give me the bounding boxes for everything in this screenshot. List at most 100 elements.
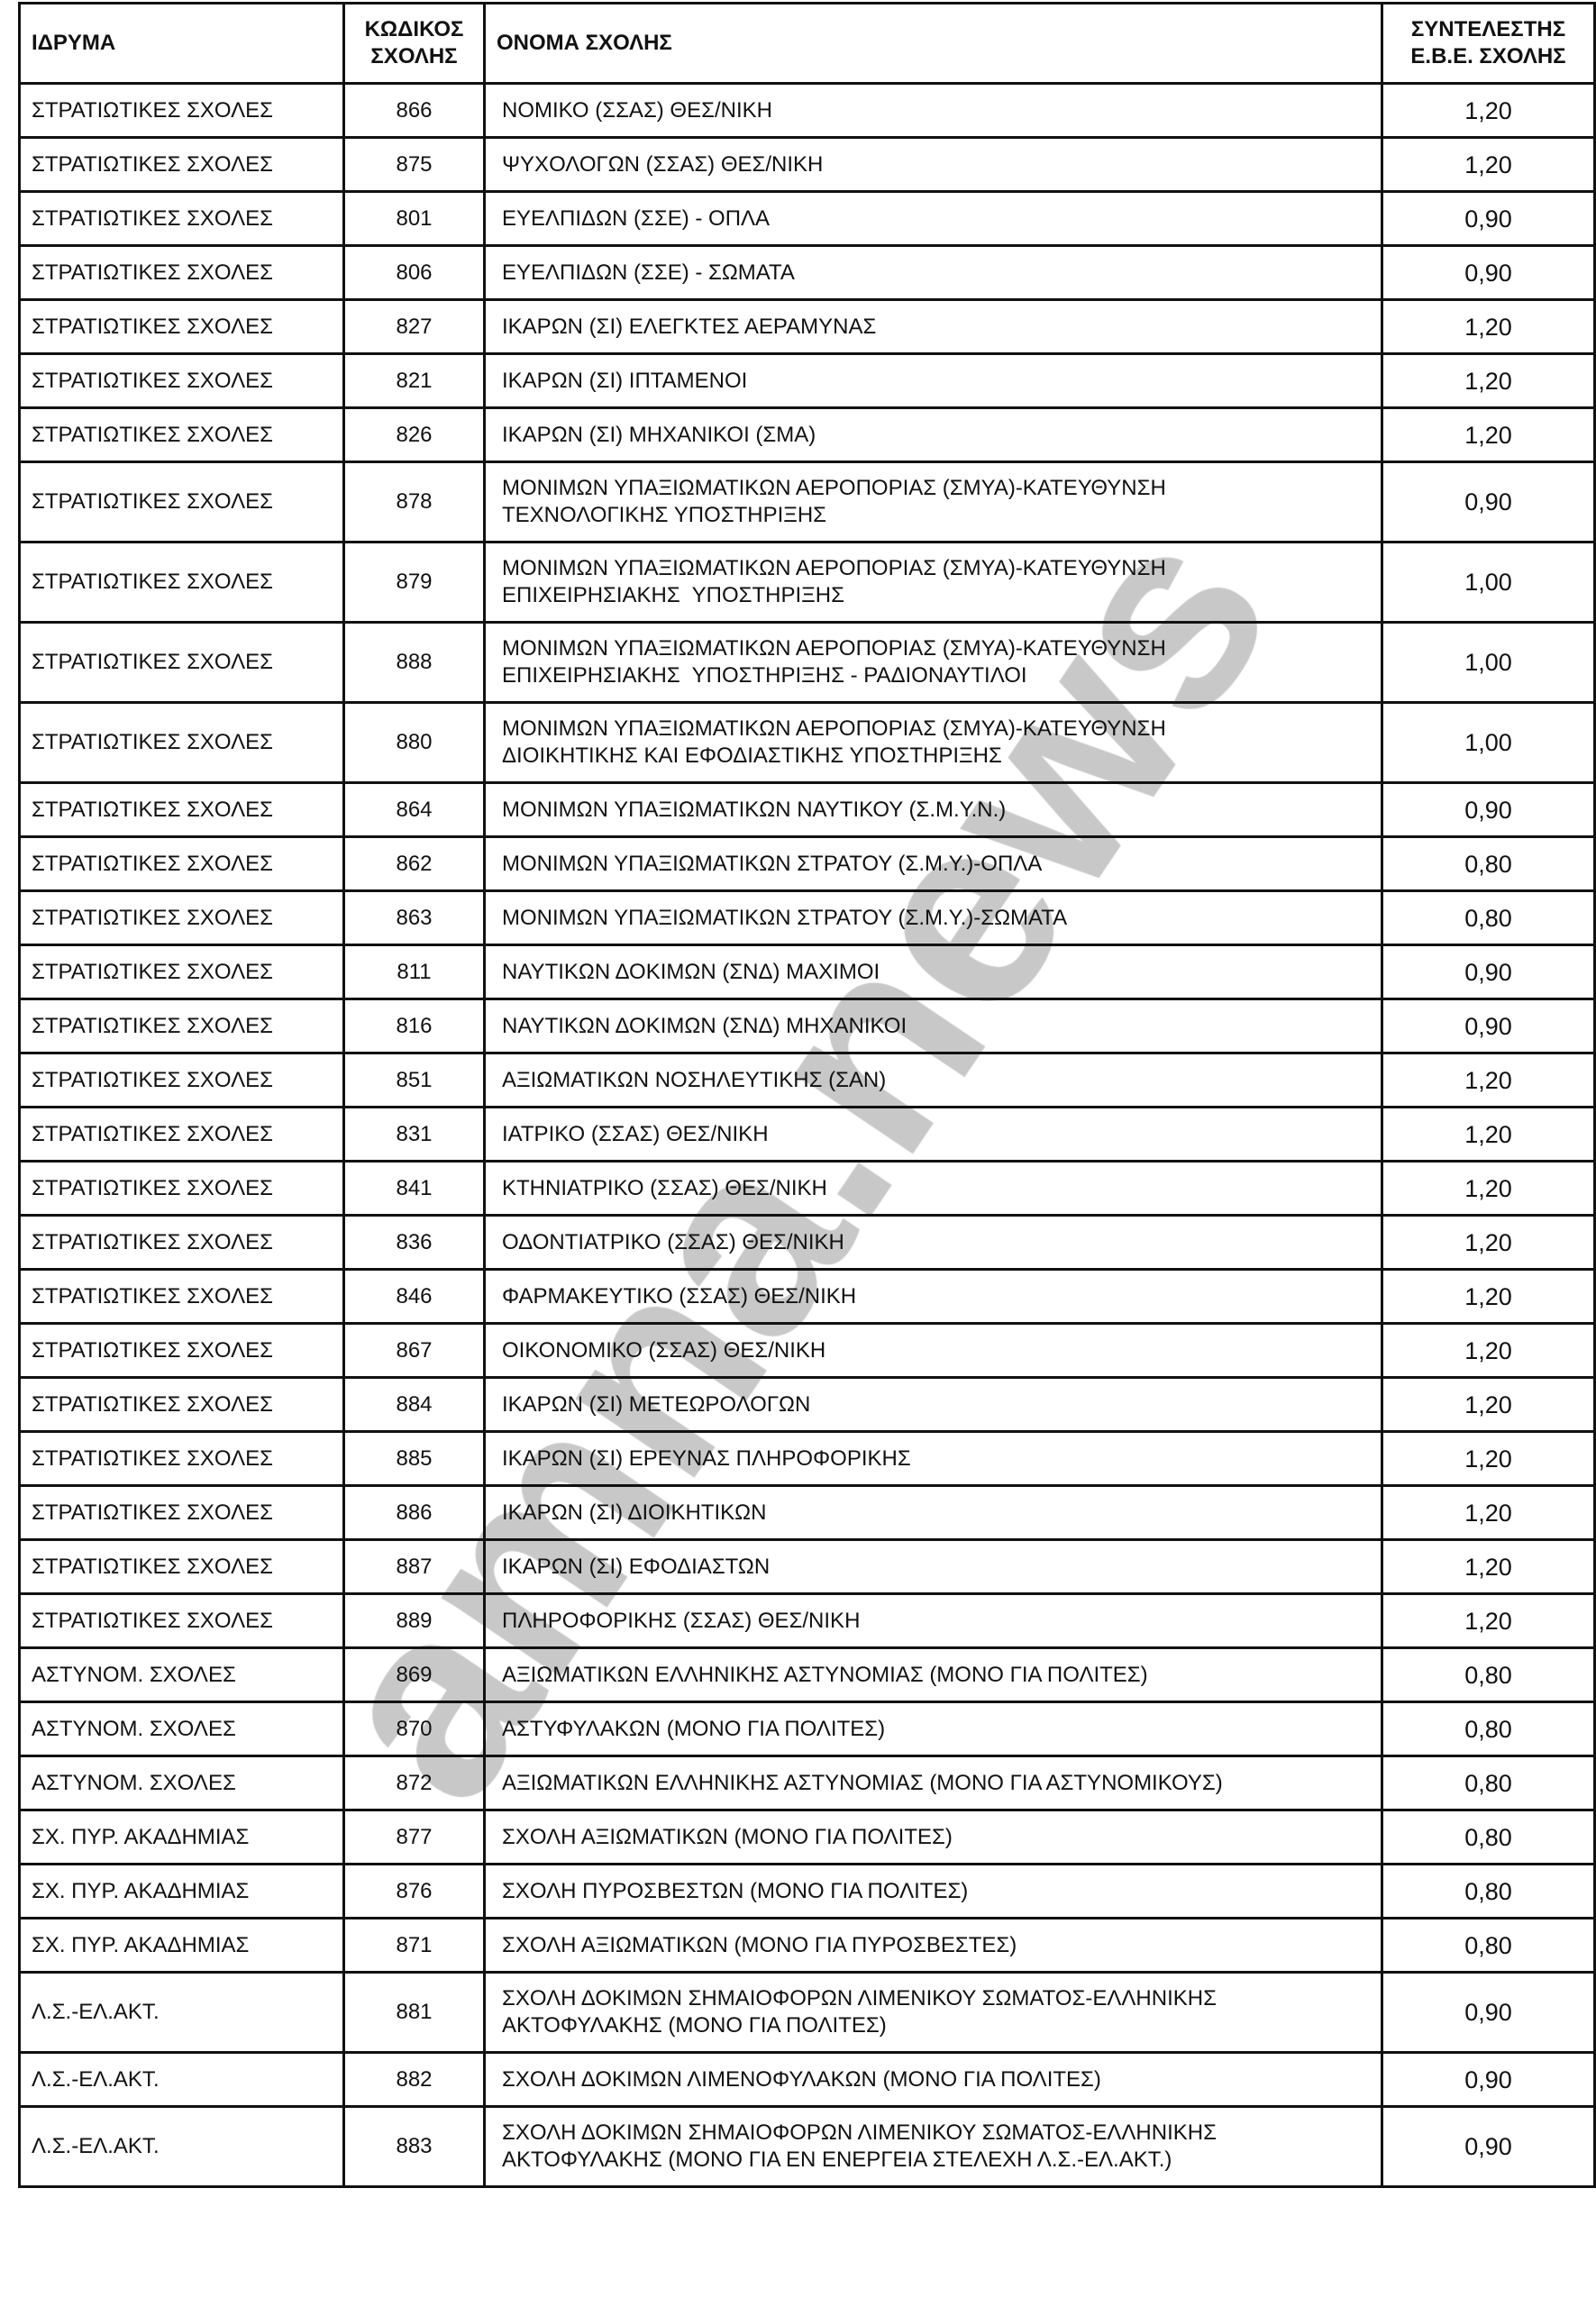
school-name-line: ΙΚΑΡΩΝ (ΣΙ) ΕΦΟΔΙΑΣΤΩΝ <box>502 1554 771 1579</box>
table-row: ΣΤΡΑΤΙΩΤΙΚΕΣ ΣΧΟΛΕΣ 864 ΜΟΝΙΜΩΝ ΥΠΑΞΙΩΜΑΤΙ… <box>18 781 1596 838</box>
cell-school-name: ΜΟΝΙΜΩΝ ΥΠΑΞΙΩΜΑΤΙΚΩΝ ΑΕΡΟΠΟΡΙΑΣ (ΣΜΥΑ)-… <box>483 701 1383 784</box>
cell-coefficient: 1,00 <box>1381 541 1596 624</box>
school-name-line: ΚΤΗΝΙΑΤΡΙΚΟ (ΣΣΑΣ) ΘΕΣ/ΝΙΚΗ <box>502 1175 827 1200</box>
header-coef-line1: ΣΥΝΤΕΛΕΣΤΗΣ <box>1410 17 1566 41</box>
cell-coefficient: 1,20 <box>1381 1160 1596 1217</box>
cell-code: 831 <box>342 1106 486 1163</box>
school-name-line: ΣΧΟΛΗ ΑΞΙΩΜΑΤΙΚΩΝ (ΜΟΝΟ ΓΙΑ ΠΟΛΙΤΕΣ) <box>502 1824 953 1849</box>
cell-coefficient: 0,80 <box>1381 1809 1596 1865</box>
cell-code: 876 <box>342 1863 486 1919</box>
cell-school-name: ΣΧΟΛΗ ΑΞΙΩΜΑΤΙΚΩΝ (ΜΟΝΟ ΓΙΑ ΠΟΛΙΤΕΣ) <box>483 1809 1383 1865</box>
cell-school-name: ΙΚΑΡΩΝ (ΣΙ) ΜΕΤΕΩΡΟΛΟΓΩΝ <box>483 1376 1383 1433</box>
cell-code: 885 <box>342 1430 486 1487</box>
schools-coefficient-table: ΙΔΡΥΜΑ ΚΩΔΙΚΟΣ ΣΧΟΛΗΣ ΟΝΟΜΑ ΣΧΟΛΗΣ ΣΥΝΤΕ… <box>18 2 1596 2188</box>
school-name-line: ΕΥΕΛΠΙΔΩΝ (ΣΣΕ) - ΣΩΜΑΤΑ <box>502 260 795 285</box>
school-name-line: ΜΟΝΙΜΩΝ ΥΠΑΞΙΩΜΑΤΙΚΩΝ ΑΕΡΟΠΟΡΙΑΣ (ΣΜΥΑ)-… <box>502 556 1166 580</box>
cell-school-name: ΚΤΗΝΙΑΤΡΙΚΟ (ΣΣΑΣ) ΘΕΣ/ΝΙΚΗ <box>483 1160 1383 1217</box>
school-name-line: ΕΥΕΛΠΙΔΩΝ (ΣΣΕ) - ΟΠΛΑ <box>502 205 771 231</box>
cell-institution: ΣΤΡΑΤΙΩΤΙΚΕΣ ΣΧΟΛΕΣ <box>18 1322 345 1379</box>
cell-coefficient: 1,00 <box>1381 701 1596 784</box>
cell-coefficient: 1,20 <box>1381 82 1596 139</box>
school-name-line: ΟΙΚΟΝΟΜΙΚΟ (ΣΣΑΣ) ΘΕΣ/ΝΙΚΗ <box>502 1337 826 1363</box>
cell-institution: ΣΤΡΑΤΙΩΤΙΚΕΣ ΣΧΟΛΕΣ <box>18 136 345 193</box>
school-name-line: ΣΧΟΛΗ ΔΟΚΙΜΩΝ ΣΗΜΑΙΟΦΟΡΩΝ ΛΙΜΕΝΙΚΟΥ ΣΩΜΑ… <box>502 1986 1217 2011</box>
cell-school-name: ΜΟΝΙΜΩΝ ΥΠΑΞΙΩΜΑΤΙΚΩΝ ΑΕΡΟΠΟΡΙΑΣ (ΣΜΥΑ)-… <box>483 541 1383 624</box>
table-row: ΣΤΡΑΤΙΩΤΙΚΕΣ ΣΧΟΛΕΣ 885 ΙΚΑΡΩΝ (ΣΙ) ΕΡΕΥΝΑ… <box>18 1430 1596 1487</box>
table-row: ΣΤΡΑΤΙΩΤΙΚΕΣ ΣΧΟΛΕΣ 888 ΜΟΝΙΜΩΝ ΥΠΑΞΙΩΜΑΤΙ… <box>18 621 1596 704</box>
cell-coefficient: 1,20 <box>1381 1538 1596 1595</box>
school-name-line: ΑΚΤΟΦΥΛΑΚΗΣ (ΜΟΝΟ ΓΙΑ ΠΟΛΙΤΕΣ) <box>502 2013 887 2038</box>
cell-coefficient: 1,20 <box>1381 1106 1596 1163</box>
header-coefficient: ΣΥΝΤΕΛΕΣΤΗΣ Ε.Β.Ε. ΣΧΟΛΗΣ <box>1381 2 1596 85</box>
cell-code: 872 <box>342 1755 486 1811</box>
cell-institution: ΣΤΡΑΤΙΩΤΙΚΕΣ ΣΧΟΛΕΣ <box>18 621 345 704</box>
cell-institution: ΣΤΡΑΤΙΩΤΙΚΕΣ ΣΧΟΛΕΣ <box>18 298 345 355</box>
cell-coefficient: 0,90 <box>1381 2051 1596 2108</box>
table-row: ΣΤΡΑΤΙΩΤΙΚΕΣ ΣΧΟΛΕΣ 863 ΜΟΝΙΜΩΝ ΥΠΑΞΙΩΜΑΤΙ… <box>18 889 1596 946</box>
table-row: ΣΤΡΑΤΙΩΤΙΚΕΣ ΣΧΟΛΕΣ 887 ΙΚΑΡΩΝ (ΣΙ) ΕΦΟΔΙΑ… <box>18 1538 1596 1595</box>
cell-code: 882 <box>342 2051 486 2108</box>
cell-institution: ΣΤΡΑΤΙΩΤΙΚΕΣ ΣΧΟΛΕΣ <box>18 835 345 892</box>
cell-school-name: ΜΟΝΙΜΩΝ ΥΠΑΞΙΩΜΑΤΙΚΩΝ ΣΤΡΑΤΟΥ (Σ.Μ.Υ.)-Ο… <box>483 835 1383 892</box>
cell-coefficient: 0,80 <box>1381 889 1596 946</box>
cell-institution: ΣΤΡΑΤΙΩΤΙΚΕΣ ΣΧΟΛΕΣ <box>18 1592 345 1649</box>
school-name-line: ΜΟΝΙΜΩΝ ΥΠΑΞΙΩΜΑΤΙΚΩΝ ΣΤΡΑΤΟΥ (Σ.Μ.Υ.)-Ο… <box>502 851 1043 876</box>
cell-code: 816 <box>342 998 486 1054</box>
table-row: Λ.Σ.-ΕΛ.ΑΚΤ. 881 ΣΧΟΛΗ ΔΟΚΙΜΩΝ ΣΗΜΑΙΟΦΟΡΩΝ… <box>18 1971 1596 2054</box>
school-name-line: ΑΚΤΟΦΥΛΑΚΗΣ (ΜΟΝΟ ΓΙΑ ΕΝ ΕΝΕΡΓΕΙΑ ΣΤΕΛΕΧ… <box>502 2147 1172 2172</box>
cell-coefficient: 0,90 <box>1381 781 1596 838</box>
table-row: ΣΤΡΑΤΙΩΤΙΚΕΣ ΣΧΟΛΕΣ 875 ΨΥΧΟΛΟΓΩΝ (ΣΣΑΣ) Θ… <box>18 136 1596 193</box>
cell-school-name: ΑΣΤΥΦΥΛΑΚΩΝ (ΜΟΝΟ ΓΙΑ ΠΟΛΙΤΕΣ) <box>483 1701 1383 1757</box>
cell-coefficient: 0,90 <box>1381 190 1596 247</box>
cell-institution: ΣΤΡΑΤΙΩΤΙΚΕΣ ΣΧΟΛΕΣ <box>18 1160 345 1217</box>
school-name-line: ΠΛΗΡΟΦΟΡΙΚΗΣ (ΣΣΑΣ) ΘΕΣ/ΝΙΚΗ <box>502 1608 861 1633</box>
cell-coefficient: 0,80 <box>1381 835 1596 892</box>
cell-institution: ΣΤΡΑΤΙΩΤΙΚΕΣ ΣΧΟΛΕΣ <box>18 889 345 946</box>
cell-coefficient: 0,90 <box>1381 460 1596 543</box>
cell-institution: ΣΤΡΑΤΙΩΤΙΚΕΣ ΣΧΟΛΕΣ <box>18 1268 345 1325</box>
table-row: ΣΤΡΑΤΙΩΤΙΚΕΣ ΣΧΟΛΕΣ 878 ΜΟΝΙΜΩΝ ΥΠΑΞΙΩΜΑΤΙ… <box>18 460 1596 543</box>
cell-institution: ΣΤΡΑΤΙΩΤΙΚΕΣ ΣΧΟΛΕΣ <box>18 1052 345 1108</box>
cell-coefficient: 1,20 <box>1381 1052 1596 1108</box>
cell-coefficient: 1,20 <box>1381 406 1596 463</box>
cell-code: 877 <box>342 1809 486 1865</box>
cell-institution: ΣΤΡΑΤΙΩΤΙΚΕΣ ΣΧΟΛΕΣ <box>18 190 345 247</box>
cell-school-name: ΣΧΟΛΗ ΔΟΚΙΜΩΝ ΣΗΜΑΙΟΦΟΡΩΝ ΛΙΜΕΝΙΚΟΥ ΣΩΜΑ… <box>483 1971 1383 2054</box>
cell-institution: ΑΣΤΥΝΟΜ. ΣΧΟΛΕΣ <box>18 1755 345 1811</box>
school-name-line: ΜΟΝΙΜΩΝ ΥΠΑΞΙΩΜΑΤΙΚΩΝ ΑΕΡΟΠΟΡΙΑΣ (ΣΜΥΑ)-… <box>502 716 1166 741</box>
table-row: ΣΤΡΑΤΙΩΤΙΚΕΣ ΣΧΟΛΕΣ 846 ΦΑΡΜΑΚΕΥΤΙΚΟ (ΣΣΑΣ… <box>18 1268 1596 1325</box>
table-row: ΣΤΡΑΤΙΩΤΙΚΕΣ ΣΧΟΛΕΣ 821 ΙΚΑΡΩΝ (ΣΙ) ΙΠΤΑΜΕ… <box>18 352 1596 409</box>
school-name-line: ΝΟΜΙΚΟ (ΣΣΑΣ) ΘΕΣ/ΝΙΚΗ <box>502 97 772 123</box>
table-row: ΣΤΡΑΤΙΩΤΙΚΕΣ ΣΧΟΛΕΣ 879 ΜΟΝΙΜΩΝ ΥΠΑΞΙΩΜΑΤΙ… <box>18 541 1596 624</box>
table-row: ΑΣΤΥΝΟΜ. ΣΧΟΛΕΣ 869 ΑΞΙΩΜΑΤΙΚΩΝ ΕΛΛΗΝΙΚΗΣ … <box>18 1646 1596 1703</box>
table-row: ΣΤΡΑΤΙΩΤΙΚΕΣ ΣΧΟΛΕΣ 867 ΟΙΚΟΝΟΜΙΚΟ (ΣΣΑΣ) … <box>18 1322 1596 1379</box>
table-row: ΣΤΡΑΤΙΩΤΙΚΕΣ ΣΧΟΛΕΣ 886 ΙΚΑΡΩΝ (ΣΙ) ΔΙΟΙΚΗ… <box>18 1484 1596 1541</box>
table-row: Λ.Σ.-ΕΛ.ΑΚΤ. 883 ΣΧΟΛΗ ΔΟΚΙΜΩΝ ΣΗΜΑΙΟΦΟΡΩΝ… <box>18 2105 1596 2188</box>
school-name-line: ΕΠΙΧΕΙΡΗΣΙΑΚΗΣ ΥΠΟΣΤΗΡΙΞΗΣ <box>502 583 844 607</box>
cell-coefficient: 0,80 <box>1381 1755 1596 1811</box>
school-name-line: ΜΟΝΙΜΩΝ ΥΠΑΞΙΩΜΑΤΙΚΩΝ ΑΕΡΟΠΟΡΙΑΣ (ΣΜΥΑ)-… <box>502 476 1166 500</box>
cell-institution: ΣΤΡΑΤΙΩΤΙΚΕΣ ΣΧΟΛΕΣ <box>18 352 345 409</box>
cell-code: 871 <box>342 1917 486 1974</box>
cell-school-name: ΟΙΚΟΝΟΜΙΚΟ (ΣΣΑΣ) ΘΕΣ/ΝΙΚΗ <box>483 1322 1383 1379</box>
school-name-line: ΕΠΙΧΕΙΡΗΣΙΑΚΗΣ ΥΠΟΣΤΗΡΙΞΗΣ - ΡΑΔΙΟΝΑΥΤΙΛ… <box>502 663 1027 688</box>
cell-institution: ΣΤΡΑΤΙΩΤΙΚΕΣ ΣΧΟΛΕΣ <box>18 1106 345 1163</box>
cell-code: 846 <box>342 1268 486 1325</box>
table-row: ΑΣΤΥΝΟΜ. ΣΧΟΛΕΣ 870 ΑΣΤΥΦΥΛΑΚΩΝ (ΜΟΝΟ ΓΙΑ … <box>18 1701 1596 1757</box>
cell-school-name: ΜΟΝΙΜΩΝ ΥΠΑΞΙΩΜΑΤΙΚΩΝ ΝΑΥΤΙΚΟΥ (Σ.Μ.Υ.Ν.… <box>483 781 1383 838</box>
table-row: ΣΤΡΑΤΙΩΤΙΚΕΣ ΣΧΟΛΕΣ 811 ΝΑΥΤΙΚΩΝ ΔΟΚΙΜΩΝ (… <box>18 944 1596 1000</box>
table-row: ΣΤΡΑΤΙΩΤΙΚΕΣ ΣΧΟΛΕΣ 826 ΙΚΑΡΩΝ (ΣΙ) ΜΗΧΑΝΙ… <box>18 406 1596 463</box>
cell-code: 875 <box>342 136 486 193</box>
cell-institution: ΣΤΡΑΤΙΩΤΙΚΕΣ ΣΧΟΛΕΣ <box>18 244 345 301</box>
cell-school-name: ΑΞΙΩΜΑΤΙΚΩΝ ΕΛΛΗΝΙΚΗΣ ΑΣΤΥΝΟΜΙΑΣ (ΜΟΝΟ Γ… <box>483 1755 1383 1811</box>
cell-institution: ΣΧ. ΠΥΡ. ΑΚΑΔΗΜΙΑΣ <box>18 1809 345 1865</box>
table-row: ΣΧ. ΠΥΡ. ΑΚΑΔΗΜΙΑΣ 876 ΣΧΟΛΗ ΠΥΡΟΣΒΕΣΤΩΝ (… <box>18 1863 1596 1919</box>
cell-code: 883 <box>342 2105 486 2188</box>
cell-coefficient: 1,20 <box>1381 298 1596 355</box>
cell-institution: Λ.Σ.-ΕΛ.ΑΚΤ. <box>18 1971 345 2054</box>
cell-school-name: ΝΑΥΤΙΚΩΝ ΔΟΚΙΜΩΝ (ΣΝΔ) ΜΑΧΙΜΟΙ <box>483 944 1383 1000</box>
cell-code: 864 <box>342 781 486 838</box>
cell-code: 827 <box>342 298 486 355</box>
school-name-line: ΜΟΝΙΜΩΝ ΥΠΑΞΙΩΜΑΤΙΚΩΝ ΑΕΡΟΠΟΡΙΑΣ (ΣΜΥΑ)-… <box>502 636 1166 661</box>
cell-coefficient: 0,90 <box>1381 998 1596 1054</box>
